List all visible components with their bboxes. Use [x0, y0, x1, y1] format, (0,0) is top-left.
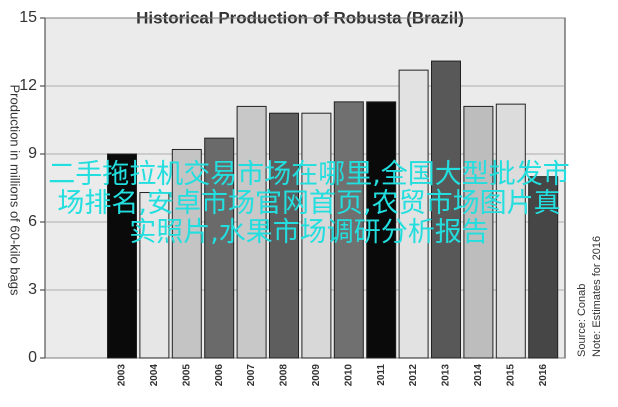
- overlay-line: 场排名,安卓市场官网首页,农贸市场图片真: [57, 188, 561, 219]
- bar: [204, 137, 235, 359]
- y-tick-label: 3: [28, 281, 37, 298]
- bar: [171, 148, 202, 359]
- overlay-text: 二手拖拉机交易市场在哪里,全国大型批发市 场排名,安卓市场官网首页,农贸市场图片真…: [0, 160, 618, 247]
- x-tick-label: 2009: [311, 364, 322, 387]
- x-tick-label: 2006: [214, 364, 225, 387]
- y-tick-label: 9: [28, 145, 37, 162]
- y-tick-label: 12: [19, 77, 37, 94]
- x-tick-label: 2007: [246, 364, 257, 387]
- bar: [495, 103, 526, 359]
- note: Source: Conab: [576, 284, 588, 357]
- x-tick-label: 2004: [149, 364, 160, 387]
- bar: [463, 105, 494, 359]
- x-tick-label: 2008: [279, 364, 290, 387]
- y-tick-label: 15: [19, 9, 37, 26]
- bar: [107, 153, 137, 359]
- x-tick-label: 2016: [538, 364, 549, 387]
- x-tick-label: 2013: [441, 364, 452, 387]
- bar: [398, 69, 429, 359]
- bar: [366, 101, 397, 359]
- y-tick-label: 0: [28, 349, 37, 366]
- bar: [139, 192, 170, 359]
- x-tick-label: 2011: [376, 364, 387, 386]
- x-tick-label: 2005: [181, 364, 192, 387]
- bar: [528, 176, 559, 359]
- bar: [333, 101, 364, 359]
- x-tick-label: 2012: [408, 364, 419, 387]
- x-tick-label: 2010: [343, 364, 354, 387]
- x-tick-label: 2003: [117, 364, 128, 387]
- bar: [269, 112, 299, 359]
- bar: [236, 105, 267, 359]
- y-tick-label: 6: [28, 213, 37, 230]
- overlay-line: 实照片,水果市场调研分析报告: [129, 217, 489, 248]
- note: Note: Estimates for 2016: [591, 236, 603, 357]
- overlay-line: 二手拖拉机交易市场在哪里,全国大型批发市: [48, 159, 570, 190]
- bar: [301, 112, 332, 359]
- x-tick-label: 2014: [473, 364, 484, 387]
- y-axis-label: Production in millions of 60-kilo bags: [8, 85, 23, 296]
- bar: [431, 60, 461, 359]
- x-tick-label: 2015: [505, 364, 516, 387]
